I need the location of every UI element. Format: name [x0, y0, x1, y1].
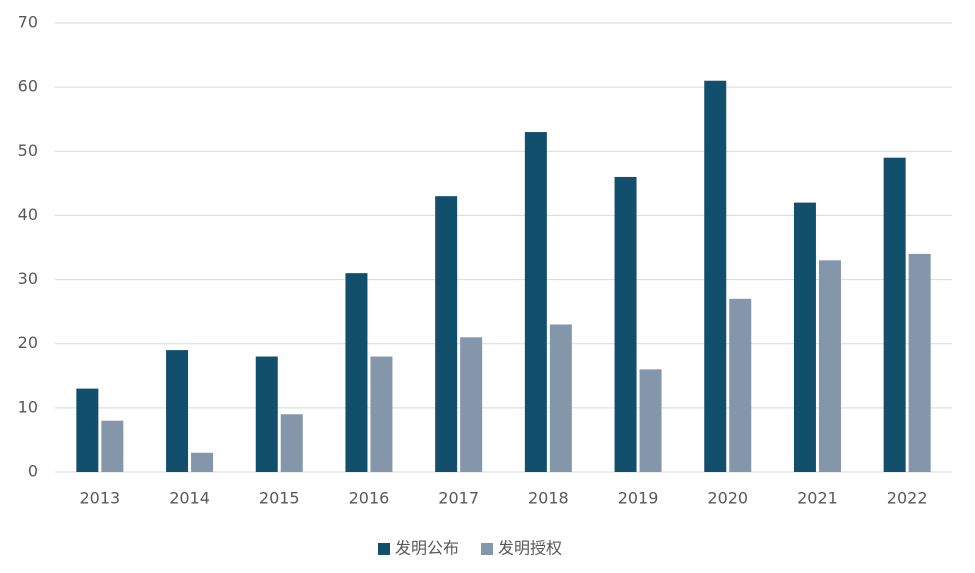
x-tick-label: 2014 [169, 489, 210, 508]
bar [704, 80, 727, 472]
y-tick-label: 60 [18, 77, 38, 96]
bar [524, 132, 547, 473]
bar [191, 452, 214, 472]
legend-label: 发明公布 [395, 539, 459, 558]
x-tick-label: 2017 [438, 489, 479, 508]
bar [639, 369, 662, 472]
x-tick-label: 2022 [887, 489, 928, 508]
bar [280, 414, 303, 472]
y-tick-label: 30 [18, 269, 38, 288]
x-tick-label: 2021 [797, 489, 838, 508]
bar [818, 260, 841, 472]
x-tick-label: 2015 [259, 489, 300, 508]
bar [793, 202, 816, 472]
legend-swatch [378, 543, 390, 555]
bar [435, 196, 458, 472]
bar [76, 388, 99, 472]
y-tick-label: 40 [18, 205, 38, 224]
bar [614, 176, 637, 472]
bar [460, 337, 483, 472]
bar [729, 298, 752, 472]
y-tick-label: 50 [18, 141, 38, 160]
x-tick-label: 2016 [349, 489, 390, 508]
x-tick-label: 2019 [618, 489, 659, 508]
bar [908, 253, 931, 472]
bar [255, 356, 278, 472]
x-tick-label: 2018 [528, 489, 569, 508]
y-tick-label: 10 [18, 397, 38, 416]
bar [345, 273, 368, 472]
bar [101, 420, 124, 472]
legend-swatch [481, 543, 494, 555]
bar [166, 350, 189, 472]
bar [883, 157, 906, 472]
y-tick-label: 70 [18, 13, 38, 32]
x-tick-label: 2013 [79, 489, 120, 508]
bar [549, 324, 572, 472]
bar [370, 356, 393, 472]
y-tick-label: 20 [18, 333, 38, 352]
x-tick-label: 2020 [707, 489, 748, 508]
legend-label: 发明授权 [498, 539, 562, 558]
y-tick-label: 0 [28, 462, 38, 481]
